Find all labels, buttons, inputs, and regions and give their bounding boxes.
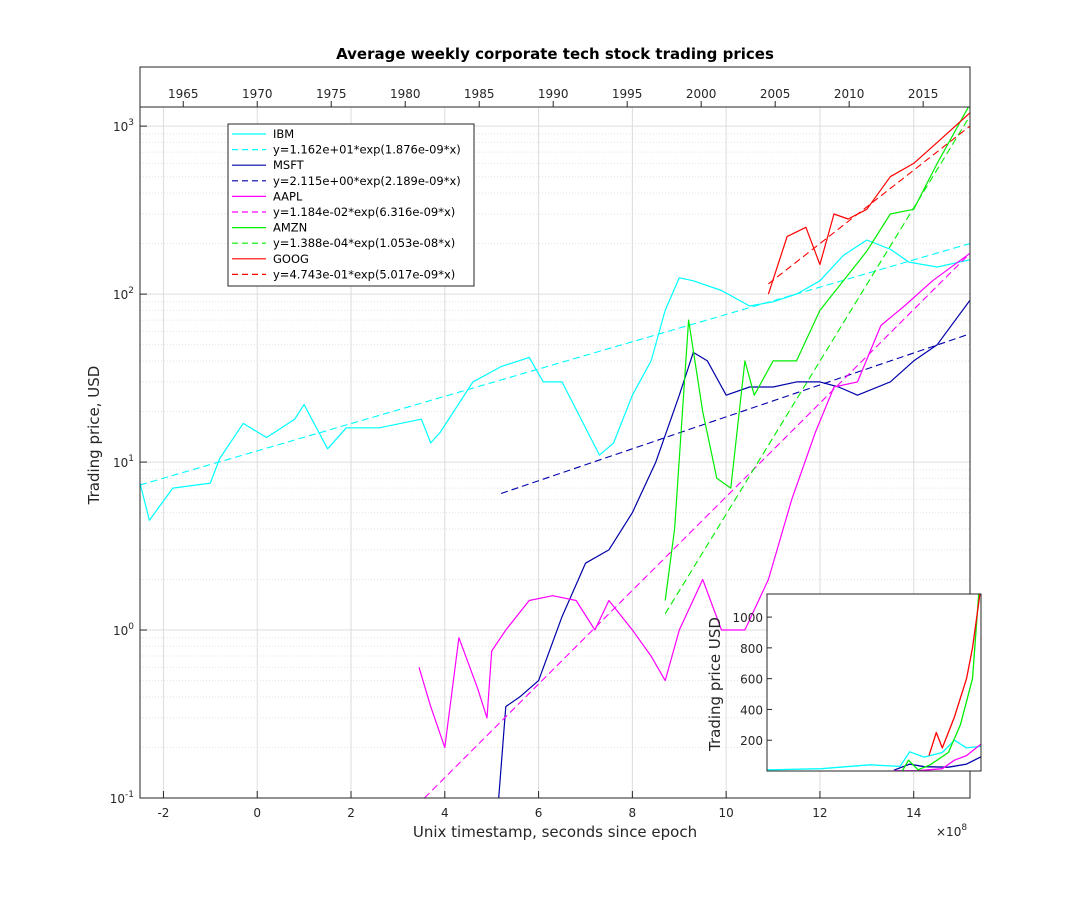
series-line-5 — [423, 252, 970, 798]
y-tick-label: 103 — [113, 118, 134, 134]
x-tick-label: 12 — [812, 806, 827, 820]
y-tick-exponent: 2 — [128, 286, 134, 296]
chart-title: Average weekly corporate tech stock trad… — [336, 45, 774, 63]
legend-entry: y=4.743e-01*exp(5.017e-09*x) — [273, 267, 455, 281]
x-exponent-power: 8 — [961, 823, 967, 833]
series-line-1 — [140, 242, 970, 486]
series-line-0 — [140, 239, 970, 521]
legend-entry: y=1.388e-04*exp(1.053e-08*x) — [273, 236, 455, 250]
inset-y-tick-label: 1000 — [732, 611, 763, 625]
y-tick-base: 10 — [113, 456, 128, 470]
year-tick-label: 1990 — [538, 87, 569, 101]
legend-box — [227, 123, 475, 287]
year-tick-label: 1965 — [168, 87, 199, 101]
year-tick-label: 1975 — [316, 87, 347, 101]
inset-series-line-3 — [901, 594, 980, 771]
series-line-9 — [768, 125, 970, 285]
y-tick-exponent: 0 — [128, 622, 134, 632]
inset-series-line-4 — [928, 594, 981, 756]
x-tick-label: -2 — [157, 806, 169, 820]
legend-entry: y=1.184e-02*exp(6.316e-09*x) — [273, 205, 455, 219]
series-line-8 — [767, 112, 970, 295]
series-line-7 — [664, 115, 970, 615]
year-tick-label: 2005 — [760, 87, 791, 101]
top-year-axis — [139, 66, 971, 108]
series-group — [140, 107, 970, 798]
year-tick-label: 2010 — [834, 87, 865, 101]
x-axis-label: Unix timestamp, seconds since epoch — [413, 823, 697, 841]
y-tick-exponent: -1 — [125, 790, 134, 800]
legend-entry: y=1.162e+01*exp(1.876e-09*x) — [273, 143, 461, 157]
series-line-2 — [498, 299, 970, 798]
series-line-6 — [664, 107, 970, 601]
y-tick-base: 10 — [113, 624, 128, 638]
legend-entry: MSFT — [273, 158, 305, 172]
inset-area — [767, 594, 981, 771]
legend-entry: IBM — [273, 127, 294, 141]
inset-y-tick-label: 600 — [740, 673, 763, 687]
x-tick-label: 10 — [719, 806, 734, 820]
inset-y-tick-label: 800 — [740, 642, 763, 656]
y-tick-base: 10 — [113, 120, 128, 134]
x-exponent-base: ×10 — [936, 825, 961, 839]
inset-series-group — [767, 594, 981, 771]
legend: IBM y=1.162e+01*exp(1.876e-09*x)MSFT y=2.1… — [227, 123, 475, 287]
y-tick-label: 102 — [113, 286, 134, 302]
x-exponent: ×108 — [936, 823, 967, 839]
plot-border — [139, 106, 971, 799]
y-tick-base: 10 — [110, 792, 125, 806]
inset-series-line-1 — [893, 756, 981, 771]
inset-plot: 200 400 600 800 1000 — [732, 593, 982, 772]
x-tick-label: 0 — [253, 806, 261, 820]
x-tick-label: 2 — [347, 806, 355, 820]
inset-series-line-0 — [767, 739, 981, 771]
inset-y-tick-label: 200 — [740, 734, 763, 748]
year-tick-label: 1985 — [464, 87, 495, 101]
year-tick-label: 2000 — [686, 87, 717, 101]
year-tick-label: 2015 — [908, 87, 939, 101]
y-axis-label: Trading price, USD — [85, 366, 103, 506]
y-tick-base: 10 — [113, 288, 128, 302]
y-tick-label: 100 — [113, 622, 134, 638]
inset-y-tick-label: 400 — [740, 703, 763, 717]
y-tick-exponent: 3 — [128, 118, 134, 128]
year-tick-label: 1995 — [612, 87, 643, 101]
year-tick-label: 1970 — [242, 87, 273, 101]
series-line-4 — [418, 252, 970, 749]
year-tick-label: 1980 — [390, 87, 421, 101]
y-tick-exponent: 1 — [128, 454, 134, 464]
x-tick-label: 6 — [535, 806, 543, 820]
y-tick-label: 101 — [113, 454, 134, 470]
inset-y-axis-label: Trading price USD — [706, 617, 724, 752]
y-tick-label: 10-1 — [110, 790, 134, 806]
series-line-3 — [500, 333, 970, 495]
legend-entry: AMZN — [273, 221, 307, 235]
x-tick-label: 4 — [441, 806, 449, 820]
legend-entry: AAPL — [273, 189, 303, 203]
x-tick-label: 8 — [629, 806, 637, 820]
x-tick-label: 14 — [906, 806, 921, 820]
inset-border — [766, 593, 982, 772]
legend-entry: y=2.115e+00*exp(2.189e-09*x) — [273, 174, 461, 188]
legend-entry: GOOG — [273, 252, 309, 266]
